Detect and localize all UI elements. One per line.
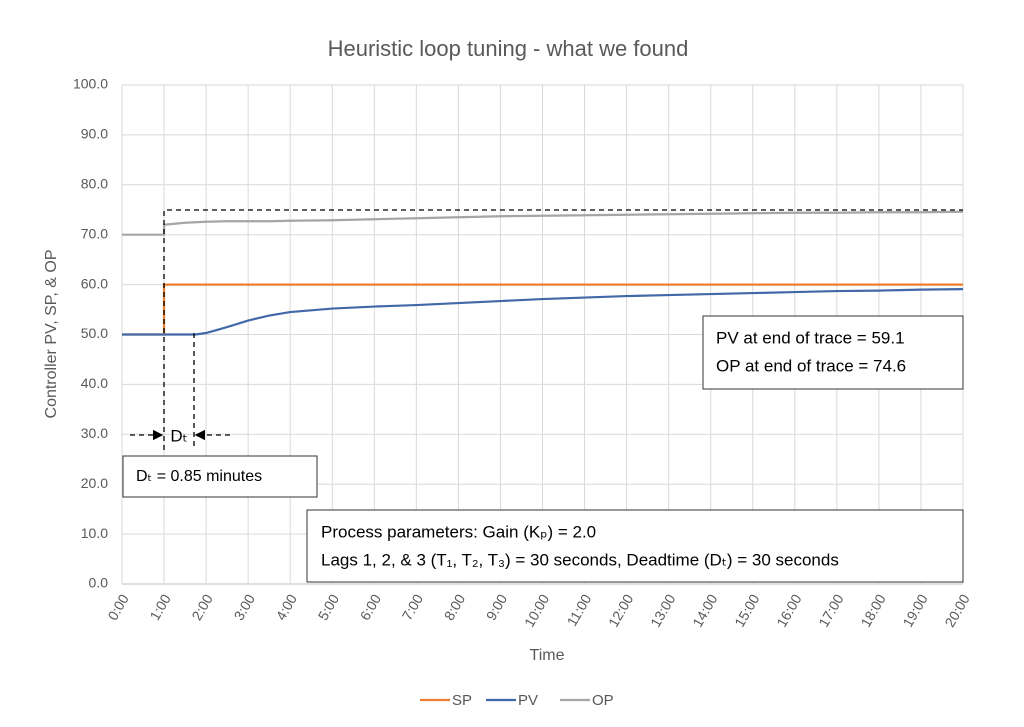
x-tick-label: 19:00 (899, 591, 930, 630)
annotation-text: PV at end of trace = 59.1 (716, 328, 905, 347)
legend-label: PV (518, 692, 538, 709)
legend-label: SP (452, 692, 472, 709)
x-tick-label: 10:00 (521, 591, 552, 630)
x-tick-label: 5:00 (315, 591, 343, 623)
y-tick-label: 40.0 (81, 375, 108, 391)
y-tick-label: 80.0 (81, 176, 108, 192)
x-tick-label: 14:00 (689, 591, 720, 630)
y-tick-label: 50.0 (81, 325, 108, 341)
series-line (122, 283, 963, 336)
y-tick-label: 70.0 (81, 225, 108, 241)
annotation-text: Lags 1, 2, & 3 (T₁, T₂, T₃) = 30 seconds… (321, 550, 839, 569)
annotation-text: Process parameters: Gain (Kₚ) = 2.0 (321, 522, 596, 541)
x-tick-label: 2:00 (188, 591, 216, 623)
x-tick-label: 18:00 (857, 591, 888, 630)
y-tick-label: 90.0 (81, 126, 108, 142)
legend: SP PV OP (420, 692, 614, 709)
x-tick-label: 20:00 (941, 591, 972, 630)
series-line (122, 210, 964, 236)
x-axis-label: Time (530, 647, 565, 664)
series-lines (122, 210, 964, 336)
x-tick-label: 8:00 (441, 591, 469, 623)
annotation-text: Dₜ = 0.85 minutes (136, 468, 262, 485)
x-tick-label: 16:00 (773, 591, 804, 630)
x-tick-label: 13:00 (647, 591, 678, 630)
y-tick-label: 100.0 (73, 76, 108, 92)
y-tick-label: 60.0 (81, 275, 108, 291)
legend-label: OP (592, 692, 614, 709)
annotation-text: OP at end of trace = 74.6 (716, 356, 906, 375)
x-tick-label: 7:00 (399, 591, 427, 623)
y-axis-label: Controller PV, SP, & OP (43, 250, 60, 419)
y-tick-label: 20.0 (81, 475, 108, 491)
x-tick-label: 3:00 (230, 591, 258, 623)
x-tick-label: 0:00 (104, 591, 132, 623)
chart-title: Heuristic loop tuning - what we found (328, 36, 689, 61)
x-tick-label: 1:00 (146, 591, 174, 623)
series-line (122, 287, 964, 336)
annotation-box (306, 509, 964, 583)
y-tick-label: 10.0 (81, 525, 108, 541)
deadtime-label: Dₜ (170, 426, 187, 445)
y-tick-label: 0.0 (89, 575, 109, 591)
y-tick-label: 30.0 (81, 425, 108, 441)
x-tick-label: 6:00 (357, 591, 385, 623)
annotation-box (702, 315, 964, 390)
x-tick-label: 15:00 (731, 591, 762, 630)
x-tick-label: 4:00 (273, 591, 301, 623)
x-tick-label: 11:00 (563, 591, 594, 629)
x-tick-label: 12:00 (605, 591, 636, 630)
x-tick-label: 17:00 (815, 591, 846, 630)
x-tick-label: 9:00 (483, 591, 511, 623)
annotation-box (122, 455, 318, 498)
